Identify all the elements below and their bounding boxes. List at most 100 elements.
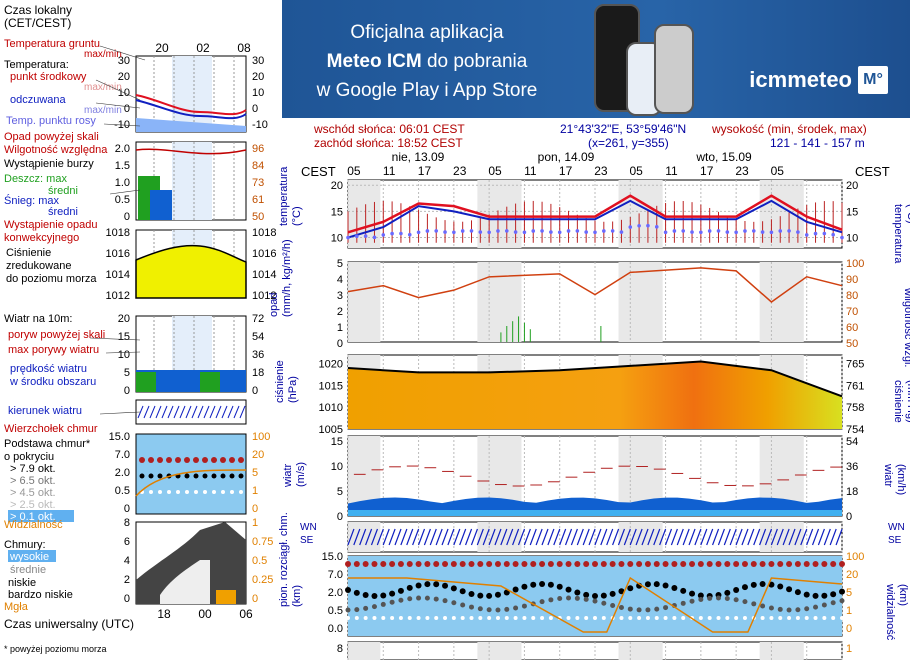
- cloud-base-dot: [627, 585, 634, 592]
- night-band: [759, 642, 804, 660]
- legend-precip-tick-right: 84: [252, 160, 264, 172]
- wind-arrow: [359, 528, 367, 546]
- legend-cb-tick-right: 20: [252, 449, 264, 461]
- legend-rain-mean: średni: [48, 185, 78, 197]
- cloud-base-dot: [706, 592, 713, 599]
- legend-humidity-line: [135, 148, 247, 155]
- cloud-top-dot: [812, 561, 819, 567]
- cloud-base-dot: [381, 616, 386, 620]
- wind-arrow: [370, 528, 379, 546]
- wind-arrow: [741, 528, 749, 546]
- dewpoint-dot: [540, 229, 544, 233]
- legend-top-hour: 08: [237, 41, 251, 55]
- legend-pointer: [95, 102, 141, 109]
- panel-pressure: [347, 354, 843, 430]
- cloud-base-dot: [821, 602, 827, 608]
- night-band: [477, 642, 522, 660]
- night-band: [759, 355, 804, 429]
- cloud-base-dot: [512, 586, 519, 593]
- app-banner[interactable]: Oficjalna aplikacja Meteo ICM do pobrani…: [282, 0, 910, 118]
- cloud-base-dot: [653, 581, 660, 588]
- wind-tick-right: 36: [846, 461, 858, 473]
- cloud-base-dot: [513, 605, 519, 611]
- cloud-base-dot: [698, 616, 703, 620]
- legend-precip-tick-right: 96: [252, 143, 264, 155]
- cloud-base-dot: [760, 603, 766, 609]
- night-band: [477, 436, 522, 516]
- wind-rose-left: WN: [300, 522, 317, 533]
- wind-arrow: [764, 528, 773, 546]
- cloud-base-dot: [424, 581, 431, 588]
- legend-cb-tick-right: 100: [252, 431, 270, 443]
- cloud-base-dot: [804, 616, 809, 620]
- cloud-base-dot: [583, 596, 589, 602]
- legend-cb-tick-left: 0.5: [115, 485, 130, 497]
- legend-winddir-arrow: [239, 405, 246, 419]
- legend-utc: Czas uniwersalny (UTC): [4, 617, 134, 631]
- cloud-top-dot: [609, 561, 616, 567]
- dewpoint-dot: [407, 232, 412, 237]
- panel-temp: [347, 179, 843, 249]
- phone-image-3: [654, 24, 694, 114]
- cloud-base-dot: [522, 616, 527, 620]
- cloud-base-dot: [451, 600, 457, 606]
- dewpoint-dot: [381, 233, 386, 237]
- wind-arrow: [659, 528, 667, 546]
- cloud-top-dot: [424, 561, 431, 567]
- wind-arrow: [823, 528, 831, 546]
- wind-arrow: [829, 528, 837, 546]
- clouds-tick-left: 0.0: [328, 623, 343, 635]
- legend-top-dot: [175, 457, 181, 463]
- temp-tick-right: 20: [846, 180, 858, 192]
- night-band: [618, 262, 663, 342]
- cloud-base-dot: [380, 592, 387, 599]
- dewpoint-dot: [610, 229, 615, 233]
- cloud-top-dot: [459, 561, 466, 567]
- cloud-top-dot: [786, 561, 793, 567]
- wind-arrow: [688, 528, 696, 546]
- temp-tick-left: 15: [331, 206, 343, 218]
- cloud-top-dot: [450, 561, 457, 567]
- legend-precip-tick-left: 0: [124, 211, 130, 223]
- cloud-top-dot: [592, 561, 598, 567]
- cloud-base-dot: [724, 596, 730, 602]
- hour-label: 17: [700, 164, 714, 178]
- cloud-base-dot: [443, 616, 448, 620]
- hour-label: 23: [594, 164, 608, 178]
- night-band: [348, 180, 381, 248]
- legend-winddir-arrow: [191, 405, 198, 419]
- cloud-base-dot: [530, 601, 536, 607]
- hour-label: 05: [771, 164, 785, 178]
- sunset-text: zachód słońca: 18:52 CEST: [314, 136, 463, 150]
- dewpoint-dot: [663, 230, 668, 235]
- cloud-base-dot: [548, 616, 553, 620]
- cloud-base-dot: [407, 596, 413, 602]
- legend-cl-tick-right: 0.75: [252, 536, 273, 548]
- legend-visibility: Widzialność: [4, 519, 63, 531]
- cloud-base-dot: [654, 606, 660, 612]
- dewpoint-dot: [831, 232, 835, 237]
- cloud-top-dot: [733, 561, 740, 567]
- cover-tick-right: 1: [846, 643, 852, 655]
- night-band: [348, 556, 381, 636]
- cloud-top-dot: [644, 561, 651, 567]
- day-label: pon, 14.09: [538, 150, 595, 164]
- wind-arrow: [617, 528, 626, 546]
- legend-top-dot: [193, 457, 199, 463]
- dewpoint-dot: [575, 229, 580, 233]
- clouds-ylabel-left: (km): [291, 585, 303, 607]
- legend-precip-tick-left: 1.0: [115, 177, 130, 189]
- legend-cloud-top: Wierzchołek chmur: [4, 423, 98, 435]
- legend-winddir-arrow: [155, 405, 162, 419]
- cloud-base-dot: [680, 600, 686, 606]
- wind-arrow: [512, 528, 520, 546]
- cloud-top-dot: [750, 561, 757, 567]
- cloud-base-dot: [813, 616, 818, 620]
- cloud-base-dot: [786, 607, 792, 613]
- legend-winddir-arrow: [179, 405, 186, 419]
- night-band: [477, 556, 522, 636]
- cloud-base-dot: [645, 607, 651, 613]
- legend-base-dot: [230, 490, 234, 494]
- panel-cover: [347, 641, 843, 660]
- legend-precip-tick-left: 0.5: [115, 194, 130, 206]
